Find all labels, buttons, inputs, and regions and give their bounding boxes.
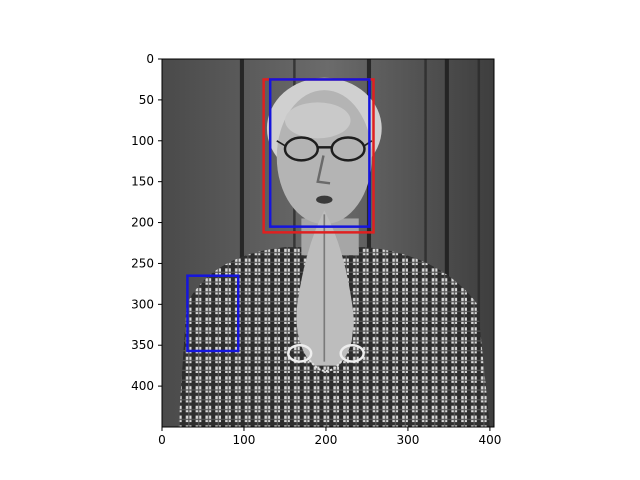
y-tick-label: 200: [131, 216, 154, 230]
blue-box-face: [268, 78, 371, 228]
y-tick-label: 300: [131, 297, 154, 311]
x-tick-label: 0: [158, 433, 166, 447]
y-tick-label: 150: [131, 175, 154, 189]
y-tick-label: 350: [131, 338, 154, 352]
y-tick-label: 400: [131, 379, 154, 393]
y-tick-label: 250: [131, 256, 154, 270]
photo-image: [162, 59, 494, 427]
y-tick-label: 0: [146, 52, 154, 66]
x-axis: 0 100 200 300 400: [158, 427, 501, 447]
y-tick-label: 50: [139, 93, 154, 107]
y-tick-label: 100: [131, 134, 154, 148]
y-axis: 0 50 100 150 200 250 300 350 400: [131, 52, 162, 393]
bounding-boxes: [186, 78, 375, 353]
x-tick-label: 300: [396, 433, 419, 447]
x-tick-label: 400: [478, 433, 501, 447]
blue-box-chest: [186, 274, 240, 353]
axes-frame: [161, 58, 495, 428]
x-tick-label: 100: [233, 433, 256, 447]
x-tick-label: 200: [314, 433, 337, 447]
